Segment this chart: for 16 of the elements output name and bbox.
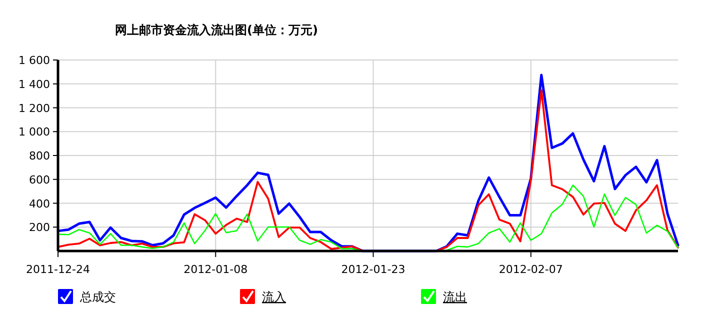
legend-label: 流入 [262,290,286,304]
y-tick-label: 1 000 [18,126,50,139]
x-tick-label: 2012-02-07 [498,263,563,276]
x-tick-label: 2012-01-08 [184,263,248,276]
y-tick-label: 200 [29,221,50,234]
legend-label: 总成交 [79,290,116,304]
y-tick-label: 1 400 [18,78,50,91]
y-tick-label: 800 [29,150,50,162]
y-tick-label: 1 600 [18,54,50,67]
x-tick-label: 2012-01-23 [341,263,406,276]
y-tick-label: 1 200 [18,102,50,115]
y-tick-label: 600 [29,173,50,186]
y-tick-label: 400 [29,197,50,210]
x-tick-label: 2011-12-24 [26,263,90,276]
chart-title: 网上邮市资金流入流出图(单位：万元) [115,23,318,37]
legend-label: 流出 [443,290,467,304]
